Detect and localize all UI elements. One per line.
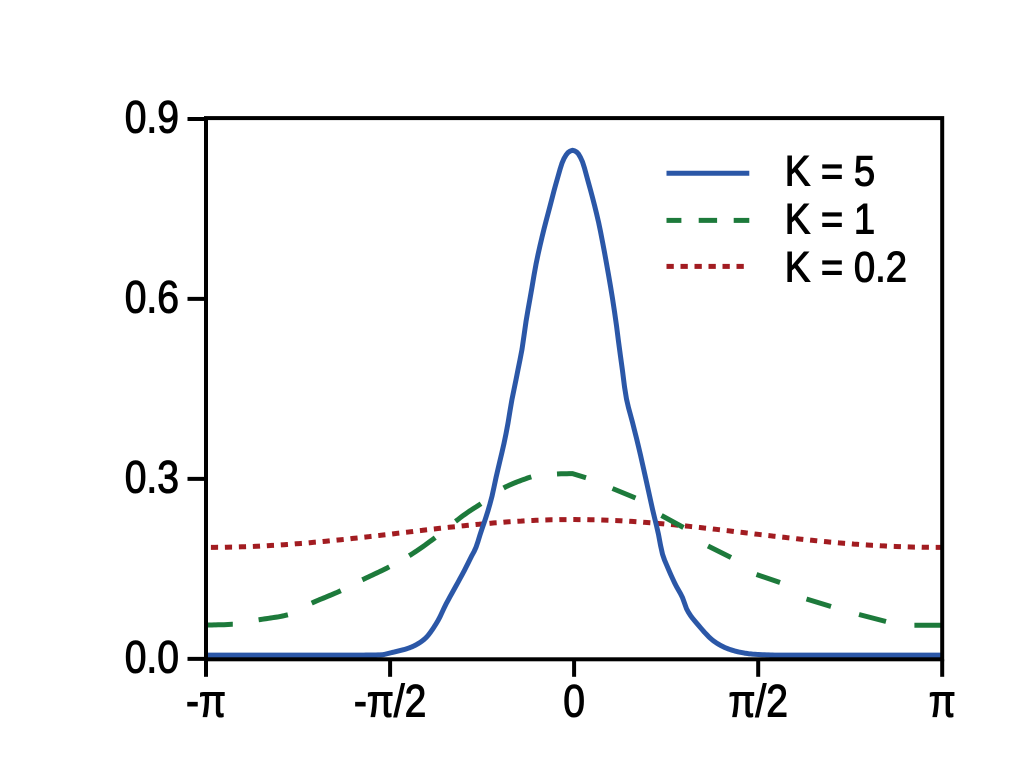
svg-text:K = 5: K = 5 xyxy=(785,147,875,195)
svg-text:0.9: 0.9 xyxy=(125,92,179,142)
svg-text:0.3: 0.3 xyxy=(125,452,179,502)
svg-text:π: π xyxy=(929,676,956,726)
svg-text:0: 0 xyxy=(563,676,585,726)
svg-text:-π: -π xyxy=(186,676,226,726)
svg-text:π/2: π/2 xyxy=(728,676,788,726)
svg-text:K = 1: K = 1 xyxy=(785,195,875,243)
svg-text:0.0: 0.0 xyxy=(125,632,179,682)
svg-text:0.6: 0.6 xyxy=(125,272,179,322)
svg-text:-π/2: -π/2 xyxy=(354,676,427,726)
svg-text:K = 0.2: K = 0.2 xyxy=(785,242,907,290)
